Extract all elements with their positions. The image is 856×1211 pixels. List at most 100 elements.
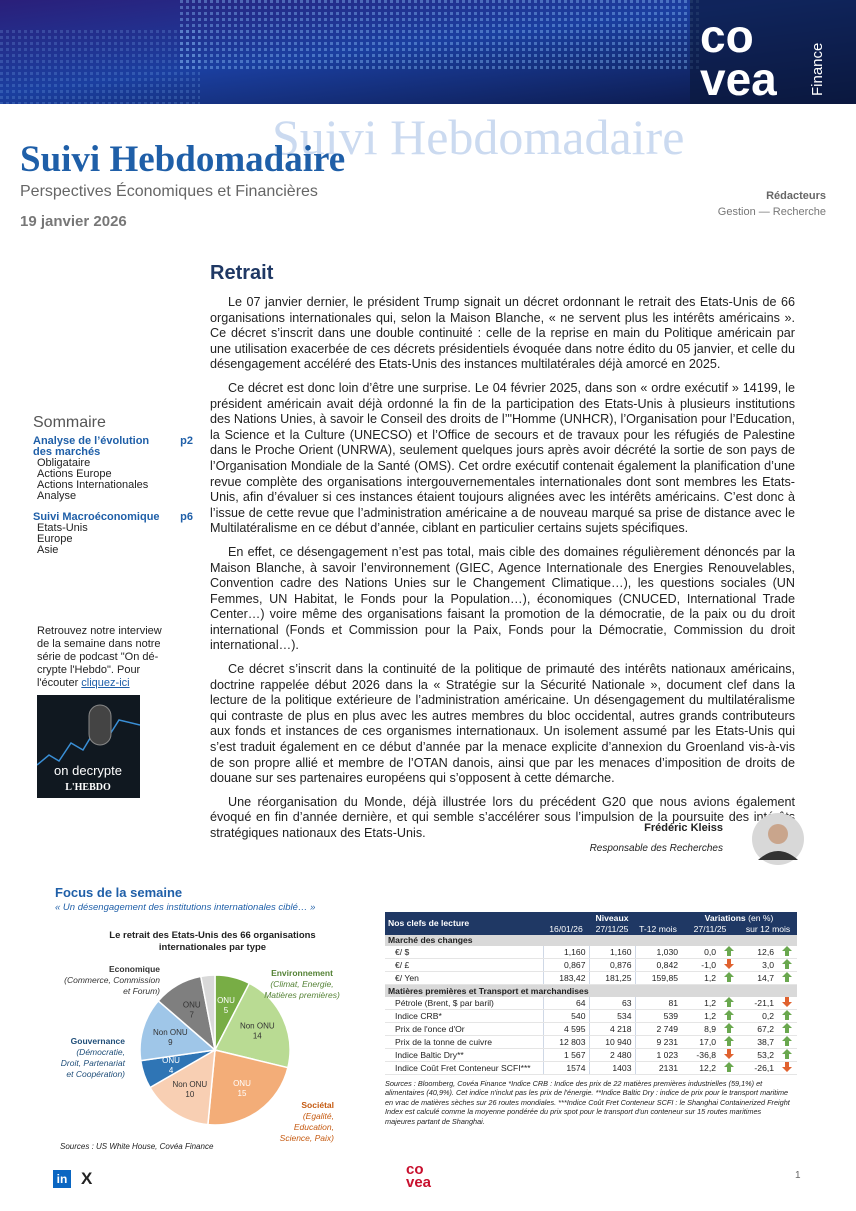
variations-unit: (en %) [748, 912, 774, 923]
author-role: Responsable des Recherches [589, 843, 723, 854]
cell-value: 534 [588, 1009, 635, 1023]
table-title: Nos clefs de lecture [385, 912, 543, 935]
focus-title: Focus de la semaine [55, 885, 183, 900]
trend-arrow-shape [782, 1035, 793, 1046]
sidebar: Sommaire Analyse de l’évolution des marc… [33, 414, 193, 566]
trend-arrow-shape [782, 972, 793, 983]
pie-slice [199, 974, 216, 1051]
podcast-link[interactable]: cliquez-ici [81, 677, 130, 689]
cell-value: 1,030 [634, 946, 682, 960]
sidebar-title: Sommaire [33, 414, 106, 431]
arrow-cell [719, 971, 740, 986]
cell-value: 0,842 [634, 958, 682, 973]
chart-title: Le retrait des Etats-Unis des 66 organis… [109, 930, 316, 953]
arrow-cell [777, 996, 798, 1010]
variations-title: Variations [704, 912, 746, 923]
header-row: 16/01/26 27/11/25 T-12 mois 27/11/25 sur 12 … [385, 923, 798, 935]
slice-value: 4 [169, 1066, 174, 1075]
arrow-cell [777, 1048, 798, 1062]
author-name: Frédéric Kleiss [644, 822, 723, 834]
podcast-image-title: on decrypte [54, 763, 122, 778]
arrow-cell [719, 958, 740, 973]
table: Nos clefs de lecture Niveaux Variations (e… [385, 912, 798, 1075]
data-row: Prix de l'once d'Or 4 595 4 218 2 749 8,9 67,… [385, 1022, 798, 1036]
slice-value: 10 [185, 1090, 194, 1099]
cell-value: 1,2 [681, 971, 720, 986]
trend-arrow-shape [782, 946, 793, 957]
x-icon[interactable]: X [81, 1169, 93, 1188]
cell-value: 12,2 [681, 1061, 720, 1075]
trend-arrow [782, 946, 793, 957]
slice-value: 7 [190, 1011, 195, 1020]
cell-value: 540 [542, 1009, 589, 1023]
arrow-cell [719, 1009, 740, 1023]
row-label: Indice Baltic Dry** [385, 1048, 543, 1062]
cell-value: 1,160 [588, 946, 635, 960]
cell-value: 53,2 [739, 1048, 778, 1062]
slice-label: ONU [162, 1056, 180, 1065]
arrow-cell [719, 1048, 740, 1062]
trend-arrow-shape [782, 959, 793, 970]
data-row: Indice Coût Fret Conteneur SCFI*** 1574 14… [385, 1061, 798, 1075]
paragraph: En effet, ce désengagement n’est pas tot… [210, 544, 795, 653]
author-photo [752, 813, 804, 865]
sommaire-item: Asie [37, 544, 59, 556]
trend-arrow-shape [724, 972, 735, 983]
cell-value: 38,7 [739, 1035, 778, 1049]
trend-arrow [724, 1035, 735, 1046]
authors-label: Rédacteurs [766, 190, 826, 202]
cell-value: 10 940 [588, 1035, 635, 1049]
group-label: Economique (Commerce, Commission et Forum… [55, 964, 160, 997]
trend-arrow-shape [782, 1061, 793, 1072]
variations-heading: Variations (en %) [681, 912, 798, 924]
trend-arrow [724, 996, 735, 1007]
cell-value: 183,42 [542, 971, 589, 986]
group-detail: (Climat, Energie, Matières premières) [264, 979, 340, 1000]
trend-arrow [724, 1009, 735, 1020]
cell-value: 1403 [588, 1061, 635, 1075]
cell-value: 1 567 [542, 1048, 589, 1062]
trend-arrow-shape [782, 996, 793, 1007]
cell-value: 64 [542, 996, 589, 1010]
trend-arrow-shape [724, 1048, 735, 1059]
cell-value: 0,0 [681, 946, 720, 960]
cell-value: 539 [634, 1009, 682, 1023]
slice-value: 14 [253, 1032, 262, 1041]
slice-value: 9 [168, 1038, 173, 1047]
column-heading: 27/11/25 [589, 923, 635, 935]
linkedin-icon[interactable]: in [53, 1170, 71, 1188]
trend-arrow [782, 996, 793, 1007]
section-row: Matières premières et Transport et march… [385, 984, 798, 997]
trend-arrow-shape [782, 1009, 793, 1020]
sommaire-item: Europe [37, 533, 73, 545]
row-label: Prix de la tonne de cuivre [385, 1035, 543, 1049]
column-heading: 16/01/26 [543, 923, 589, 935]
arrow-cell [777, 1035, 798, 1049]
trend-arrow [782, 1035, 793, 1046]
podcast-image-sub: L'HEBDO [65, 782, 111, 793]
trend-arrow [724, 972, 735, 983]
group-detail: (Démocratie, Droit, Partenariat et Coopé… [60, 1047, 125, 1079]
column-heading: 27/11/25 [681, 923, 740, 935]
column-heading: sur 12 mois [739, 923, 798, 935]
group-label: Sociétal (Egalité, Education, Science, Pa… [270, 1100, 334, 1144]
arrow-cell [719, 1061, 740, 1075]
row-label: €/ Yen [385, 971, 543, 986]
trend-arrow-shape [724, 1035, 735, 1046]
logo-co: co [700, 10, 754, 62]
cell-value: 67,2 [739, 1022, 778, 1036]
cell-value: -36,8 [681, 1048, 720, 1062]
cell-value: 12 803 [542, 1035, 589, 1049]
slice-value: 2 [217, 965, 222, 966]
slice-label: Non ONU [178, 965, 213, 966]
cell-value: 1574 [542, 1061, 589, 1075]
group-label: Environnement (Climat, Energie, Matières … [262, 968, 342, 1001]
data-row: €/ Yen 183,42 181,25 159,85 1,2 14,7 [385, 971, 798, 986]
cell-value: -26,1 [739, 1061, 778, 1075]
arrow-cell [777, 971, 798, 986]
cell-value: 4 218 [588, 1022, 635, 1036]
cell-value: 4 595 [542, 1022, 589, 1036]
authors: Gestion — Recherche [717, 206, 826, 218]
